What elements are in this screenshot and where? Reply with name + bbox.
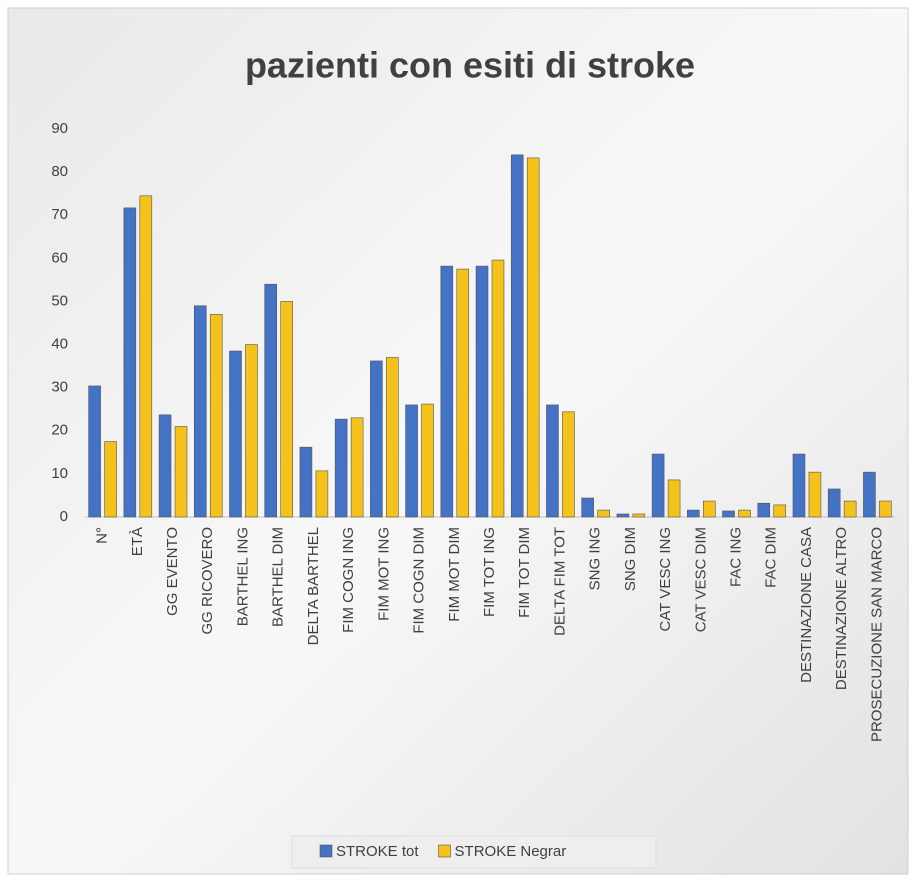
bar: [526, 157, 540, 518]
bar: [264, 283, 277, 518]
bar: [334, 418, 348, 518]
bar: [421, 403, 434, 518]
bar: [491, 259, 505, 518]
x-tick-label: CAT VESC DIM: [692, 527, 709, 632]
bar: [405, 404, 418, 518]
bar: [350, 417, 364, 518]
bar: [174, 426, 188, 518]
bar: [738, 509, 751, 518]
x-tick-label: GG RICOVERO: [199, 527, 216, 635]
bar: [863, 471, 876, 518]
y-tick-label: 20: [51, 422, 68, 439]
y-tick-label: 30: [51, 379, 68, 396]
bar: [616, 513, 630, 518]
bar: [597, 509, 610, 518]
y-tick-label: 80: [51, 163, 68, 180]
bar: [667, 479, 681, 518]
x-tick-label: FAC DIM: [763, 527, 780, 588]
bar: [245, 344, 258, 518]
bar: [139, 195, 153, 518]
x-tick-label: BARTHEL ING: [234, 527, 251, 626]
chart-title: pazienti con esiti di stroke: [245, 45, 695, 86]
x-tick-label: FAC ING: [727, 527, 744, 587]
bar: [687, 509, 700, 518]
x-tick-label: CAT VESC ING: [657, 527, 674, 631]
bar: [722, 510, 735, 518]
bar: [808, 471, 822, 518]
legend-swatch: [319, 844, 333, 858]
bar: [280, 301, 293, 518]
bar: [651, 453, 665, 518]
y-tick-label: 40: [51, 336, 68, 353]
bar: [158, 414, 172, 518]
bar: [703, 500, 716, 518]
x-tick-label: BARTHEL DIM: [270, 527, 287, 627]
x-tick-label: N°: [94, 527, 111, 544]
bar: [757, 502, 771, 518]
y-tick-label: 70: [51, 206, 68, 223]
y-tick-label: 0: [60, 508, 68, 525]
bar: [229, 350, 242, 518]
x-tick-label: DELTA FIM TOT: [551, 527, 568, 636]
bar: [315, 470, 329, 518]
bar: [843, 500, 857, 518]
bar: [370, 360, 383, 518]
y-tick-label: 10: [51, 465, 68, 482]
bar: [546, 404, 559, 518]
bar: [632, 513, 646, 518]
x-tick-label: FIM COGN DIM: [411, 527, 428, 634]
x-tick-label: FIM TOT ING: [481, 527, 498, 617]
legend-box: [291, 835, 657, 869]
y-tick-label: 90: [51, 120, 68, 137]
x-tick-label: DELTA BARTHEL: [305, 527, 322, 645]
bar: [510, 154, 524, 518]
x-tick-label: ETÀ: [129, 527, 146, 556]
y-tick-label: 60: [51, 249, 68, 266]
bar: [123, 207, 137, 518]
y-tick-label: 50: [51, 292, 68, 309]
bar: [456, 268, 470, 518]
bar: [581, 497, 594, 518]
bar: [773, 504, 787, 518]
x-tick-label: FIM MOT DIM: [446, 527, 463, 622]
x-tick-label: DESTINAZIONE CASA: [798, 527, 815, 683]
bar: [475, 265, 489, 518]
bar: [827, 488, 841, 518]
bar: [879, 500, 892, 518]
bar: [209, 314, 223, 518]
legend-swatch: [438, 844, 451, 858]
x-tick-label: PROSECUZIONE SAN MARCO: [868, 527, 885, 742]
x-tick-label: GG EVENTO: [164, 527, 181, 616]
bar: [193, 305, 207, 518]
bar: [440, 265, 454, 518]
bar: [88, 385, 101, 518]
bar: [104, 441, 117, 518]
x-tick-label: FIM TOT DIM: [516, 527, 533, 618]
bar: [299, 446, 313, 518]
legend-label: STROKE Negrar: [455, 843, 567, 860]
x-tick-label: FIM COGN ING: [340, 527, 357, 633]
x-tick-label: SNG DIM: [622, 527, 639, 591]
x-tick-label: DESTINAZIONE ALTRO: [833, 527, 850, 690]
x-tick-label: FIM MOT ING: [375, 527, 392, 621]
bar: [792, 453, 806, 518]
bar: [562, 411, 575, 518]
x-tick-label: SNG ING: [587, 527, 604, 590]
legend-label: STROKE tot: [336, 843, 419, 860]
bar: [386, 357, 399, 518]
